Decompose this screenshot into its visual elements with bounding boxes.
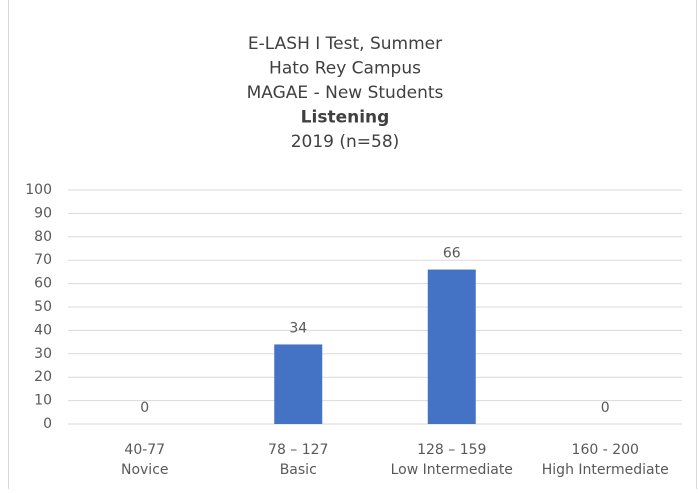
y-tick-label: 60 [34,276,52,292]
y-tick-label: 90 [34,205,52,221]
data-label: 34 [289,320,307,336]
data-label: 0 [140,400,149,416]
x-tick-label: Novice [121,462,169,478]
y-tick-label: 80 [34,229,52,245]
y-tick-label: 50 [34,299,52,315]
chart-border [8,0,697,491]
x-tick-label: 128 – 159 [417,442,486,458]
x-tick-label: 78 – 127 [268,442,328,458]
chart-title: E-LASH I Test, Summer [248,34,442,54]
chart-title: 2019 (n=58) [291,132,400,152]
x-tick-label: Basic [280,462,317,478]
x-tick-label: High Intermediate [542,462,669,478]
chart-title: Listening [301,108,390,128]
bar [274,344,323,424]
y-tick-label: 10 [34,393,52,409]
chart-title: MAGAE - New Students [247,83,444,103]
chart-title: Hato Rey Campus [269,59,421,79]
y-tick-label: 70 [34,252,52,268]
x-tick-label: 160 - 200 [572,442,639,458]
data-label: 0 [601,400,610,416]
y-tick-label: 100 [25,182,52,198]
x-tick-label: 40-77 [124,442,165,458]
y-tick-label: 0 [43,416,52,432]
y-tick-label: 20 [34,369,52,385]
data-label: 66 [443,246,461,262]
y-tick-label: 40 [34,322,52,338]
bar [427,269,476,424]
x-tick-label: Low Intermediate [391,462,513,478]
y-tick-label: 30 [34,346,52,362]
